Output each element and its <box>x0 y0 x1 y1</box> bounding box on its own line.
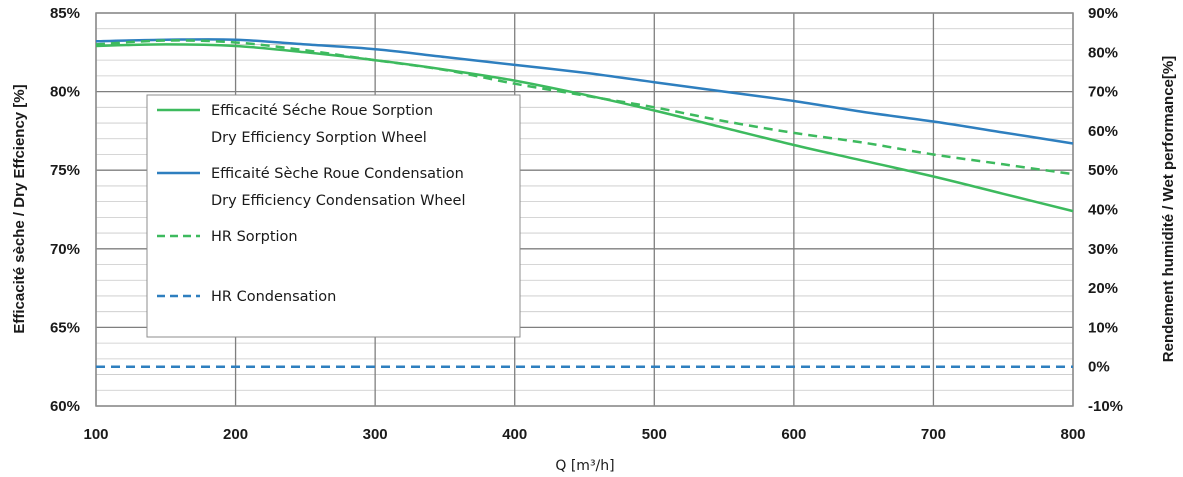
series-layer <box>95 38 1074 368</box>
y-right-tick-label: -10% <box>1088 398 1123 415</box>
legend-label-condensation-en: Dry Efficiency Condensation Wheel <box>211 193 466 209</box>
y-right-tick-label: 90% <box>1088 5 1118 22</box>
x-axis-label: Q [m³/h] <box>555 458 614 474</box>
x-tick-label: 700 <box>921 426 946 443</box>
y-right-tick-label: 0% <box>1088 359 1110 376</box>
y-left-tick-label: 65% <box>50 319 80 336</box>
y-right-tick-label: 10% <box>1088 319 1118 336</box>
series-line-3 <box>95 39 1074 176</box>
y-right-tick-label: 30% <box>1088 241 1118 258</box>
x-tick-label: 600 <box>781 426 806 443</box>
series-line-2 <box>95 38 1074 145</box>
series-line-1 <box>95 43 1074 213</box>
plot-border <box>95 12 1074 407</box>
x-tick-label: 100 <box>83 426 108 443</box>
y-left-tick-label: 70% <box>50 241 80 258</box>
legend-label-hr-sorption: HR Sorption <box>211 229 298 245</box>
legend-label-hr-condensation: HR Condensation <box>211 289 336 305</box>
y-right-tick-label: 60% <box>1088 123 1118 140</box>
x-tick-labels: 100 200 300 400 500 600 700 800 <box>83 426 1085 443</box>
x-tick-label: 200 <box>223 426 248 443</box>
y-right-tick-label: 80% <box>1088 44 1118 61</box>
legend-label-sorption-en: Dry Efficiency Sorption Wheel <box>211 130 427 146</box>
x-tick-label: 300 <box>363 426 388 443</box>
y-right-tick-labels: -10% 0% 10% 20% 30% 40% 50% 60% 70% 80% 90% <box>1088 5 1123 415</box>
y-left-tick-labels: 60% 65% 70% 75% 80% 85% <box>50 5 80 415</box>
y-left-axis-label: Efficacité sèche / Dry Effciency [%] <box>11 84 28 333</box>
y-right-tick-label: 70% <box>1088 84 1118 101</box>
y-right-tick-label: 40% <box>1088 202 1118 219</box>
y-right-axis-label: Rendement humidité / Wet performance[%] <box>1160 56 1177 362</box>
y-left-tick-label: 60% <box>50 398 80 415</box>
y-left-tick-label: 80% <box>50 84 80 101</box>
x-tick-label: 800 <box>1060 426 1085 443</box>
legend: Efficacité Séche Roue Sorption Dry Effic… <box>146 94 521 338</box>
legend-label-condensation: Efficaité Sèche Roue Condensation <box>211 166 464 182</box>
y-left-tick-label: 85% <box>50 5 80 22</box>
x-tick-label: 500 <box>642 426 667 443</box>
y-right-tick-label: 50% <box>1088 162 1118 179</box>
y-right-tick-label: 20% <box>1088 280 1118 297</box>
y-left-tick-label: 75% <box>50 162 80 179</box>
legend-box <box>146 94 521 338</box>
legend-label-sorption: Efficacité Séche Roue Sorption <box>211 103 433 119</box>
x-tick-label: 400 <box>502 426 527 443</box>
